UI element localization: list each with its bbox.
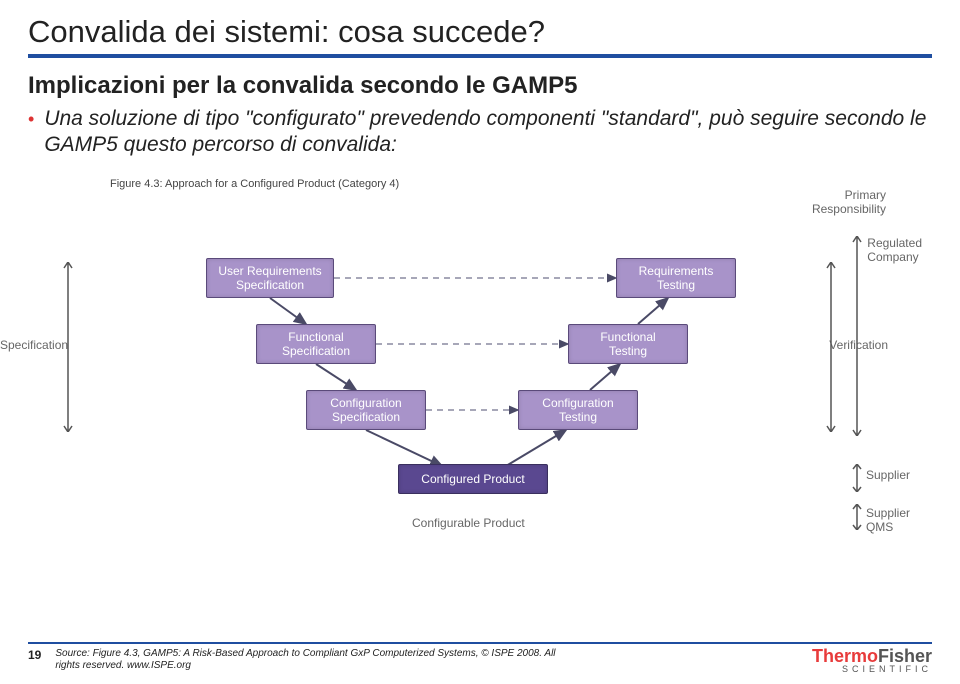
figure-area: Figure 4.3: Approach for a Configured Pr… xyxy=(110,178,850,598)
logo-fisher: Fisher xyxy=(878,646,932,666)
bullet-text: Una soluzione di tipo "configurato" prev… xyxy=(44,106,932,158)
supplier-bracket xyxy=(850,464,864,497)
slide-subtitle: Implicazioni per la convalida secondo le… xyxy=(28,72,932,100)
page-number: 19 xyxy=(28,648,41,662)
node-rt: Requirements Testing xyxy=(616,258,736,298)
supplier-label: Supplier xyxy=(866,468,910,482)
node-cs: Configuration Specification xyxy=(306,390,426,430)
logo-tagline: SCIENTIFIC xyxy=(842,665,932,674)
node-cp: Configured Product xyxy=(398,464,548,494)
supplier-qms-label: Supplier QMS xyxy=(866,506,910,534)
footer-left: 19 Source: Figure 4.3, GAMP5: A Risk-Bas… xyxy=(28,648,575,672)
configurable-label: Configurable Product xyxy=(412,516,525,530)
node-ft: Functional Testing xyxy=(568,324,688,364)
verification-label: Verification xyxy=(829,338,888,352)
regulated-label: Regulated Company xyxy=(867,236,922,264)
footer: 19 Source: Figure 4.3, GAMP5: A Risk-Bas… xyxy=(28,642,932,676)
slide: Convalida dei sistemi: cosa succede? Imp… xyxy=(0,0,960,684)
verif-bracket xyxy=(824,262,838,437)
node-ct: Configuration Testing xyxy=(518,390,638,430)
supplier-qms-bracket xyxy=(850,504,864,535)
source-citation: Source: Figure 4.3, GAMP5: A Risk-Based … xyxy=(55,648,575,672)
title-rule xyxy=(28,54,932,58)
bullet-row: • Una soluzione di tipo "configurato" pr… xyxy=(28,106,932,158)
v-model: User Requirements Specification Function… xyxy=(206,216,766,546)
thermofisher-logo: ThermoFisher SCIENTIFIC xyxy=(812,647,932,674)
bullet-dot-icon: • xyxy=(28,106,34,132)
figure-caption: Figure 4.3: Approach for a Configured Pr… xyxy=(110,178,399,190)
primary-resp-label: Primary Responsibility xyxy=(812,188,886,216)
logo-thermo: Thermo xyxy=(812,646,878,666)
logo-wordmark: ThermoFisher xyxy=(812,647,932,665)
slide-title: Convalida dei sistemi: cosa succede? xyxy=(28,14,932,50)
node-fs: Functional Specification xyxy=(256,324,376,364)
left-spec-label: Specification xyxy=(0,338,68,352)
node-urs: User Requirements Specification xyxy=(206,258,334,298)
